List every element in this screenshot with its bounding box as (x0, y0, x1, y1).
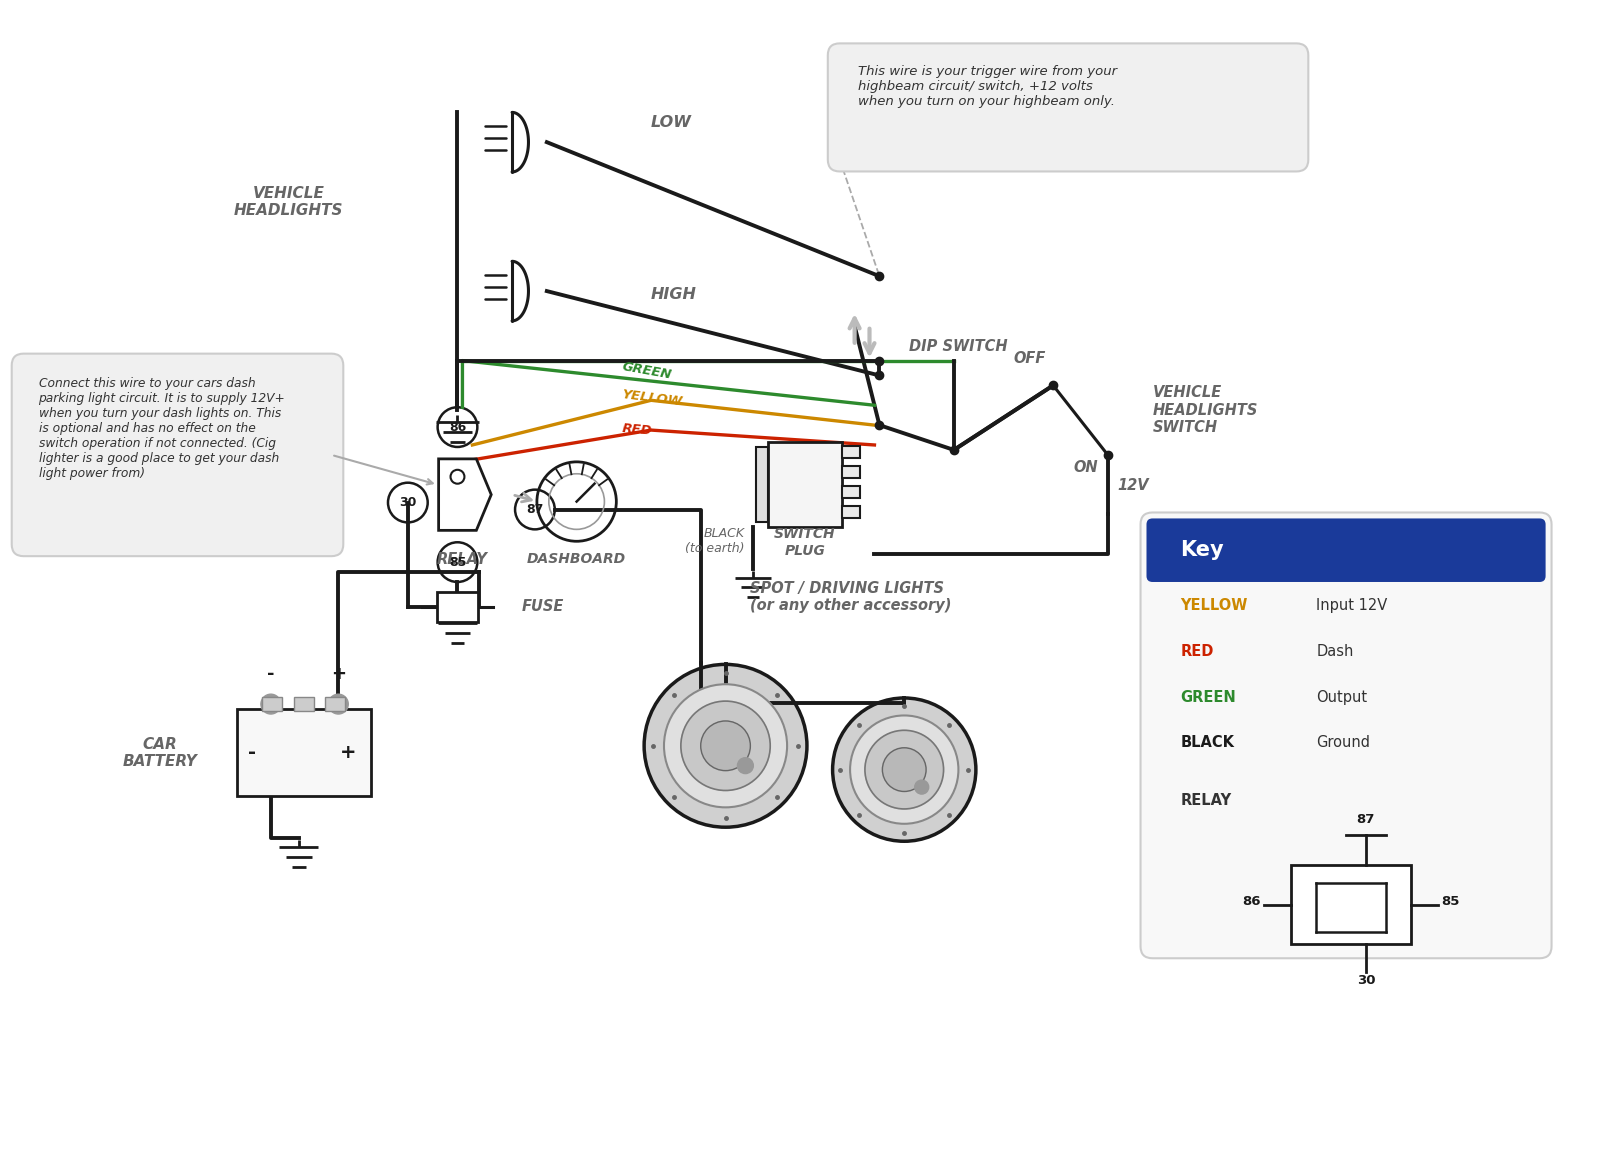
Text: RELAY: RELAY (1181, 793, 1232, 808)
Text: CAR
BATTERY: CAR BATTERY (122, 737, 197, 768)
Circle shape (850, 715, 958, 824)
Text: 12V: 12V (1118, 478, 1149, 493)
Circle shape (832, 698, 976, 841)
Text: LOW: LOW (651, 115, 691, 130)
Circle shape (738, 758, 754, 773)
Text: 85: 85 (448, 555, 466, 569)
Text: SWITCH
PLUG: SWITCH PLUG (774, 527, 835, 557)
Text: RED: RED (621, 423, 653, 438)
Text: GREEN: GREEN (621, 360, 674, 381)
Bar (842, 466, 861, 479)
FancyBboxPatch shape (1141, 512, 1552, 958)
Circle shape (261, 694, 280, 714)
Text: VEHICLE
HEADLIGHTS
SWITCH: VEHICLE HEADLIGHTS SWITCH (1152, 385, 1258, 435)
Text: This wire is your trigger wire from your
highbeam circuit/ switch, +12 volts
whe: This wire is your trigger wire from your… (858, 65, 1117, 108)
Text: -: - (248, 743, 256, 761)
Text: -: - (267, 665, 275, 684)
Text: VEHICLE
HEADLIGHTS: VEHICLE HEADLIGHTS (234, 185, 344, 218)
Bar (262, 698, 282, 712)
Text: GREEN: GREEN (1181, 690, 1235, 705)
FancyBboxPatch shape (768, 443, 842, 527)
Text: 85: 85 (1442, 895, 1459, 907)
Text: FUSE: FUSE (522, 599, 565, 614)
Circle shape (883, 748, 926, 792)
FancyBboxPatch shape (11, 353, 344, 556)
FancyBboxPatch shape (437, 592, 478, 621)
Text: DASHBOARD: DASHBOARD (526, 552, 626, 566)
Text: Output: Output (1317, 690, 1368, 705)
Text: +: + (341, 743, 357, 761)
Text: BLACK
(to earth): BLACK (to earth) (685, 526, 746, 555)
Text: RED: RED (1181, 644, 1214, 659)
Bar (294, 698, 314, 712)
Circle shape (664, 684, 787, 808)
Circle shape (328, 694, 349, 714)
Bar (325, 698, 346, 712)
Text: 30: 30 (1357, 974, 1374, 987)
Bar (842, 486, 861, 498)
Polygon shape (438, 459, 491, 531)
Bar (1291, 865, 1411, 945)
Circle shape (701, 721, 750, 771)
Bar (842, 506, 861, 518)
FancyBboxPatch shape (237, 709, 371, 796)
Text: RELAY: RELAY (437, 552, 488, 567)
Text: HIGH: HIGH (651, 287, 698, 302)
Text: YELLOW: YELLOW (1181, 598, 1248, 613)
Text: +: + (331, 665, 346, 684)
Text: SPOT / DRIVING LIGHTS
(or any other accessory): SPOT / DRIVING LIGHTS (or any other acce… (750, 581, 952, 613)
Text: Input 12V: Input 12V (1317, 598, 1387, 613)
Text: 30: 30 (398, 496, 416, 509)
Circle shape (915, 780, 928, 794)
Text: 87: 87 (1357, 814, 1374, 826)
Text: Connect this wire to your cars dash
parking light circuit. It is to supply 12V+
: Connect this wire to your cars dash park… (38, 378, 285, 481)
FancyBboxPatch shape (827, 43, 1309, 172)
Circle shape (645, 664, 806, 828)
FancyBboxPatch shape (1147, 518, 1546, 582)
Text: YELLOW: YELLOW (621, 388, 683, 408)
Text: OFF: OFF (1013, 350, 1046, 365)
Text: Ground: Ground (1317, 735, 1370, 750)
Text: 86: 86 (450, 421, 466, 433)
Text: 86: 86 (1243, 895, 1261, 907)
Circle shape (866, 730, 944, 809)
Text: Key: Key (1181, 540, 1224, 560)
Circle shape (682, 701, 770, 790)
Text: Dash: Dash (1317, 644, 1354, 659)
Bar (842, 446, 861, 458)
Text: DIP SWITCH: DIP SWITCH (909, 338, 1008, 353)
Text: ON: ON (1074, 460, 1098, 475)
Text: BLACK: BLACK (1181, 735, 1234, 750)
Text: 87: 87 (526, 503, 544, 516)
Bar (755, 447, 768, 522)
